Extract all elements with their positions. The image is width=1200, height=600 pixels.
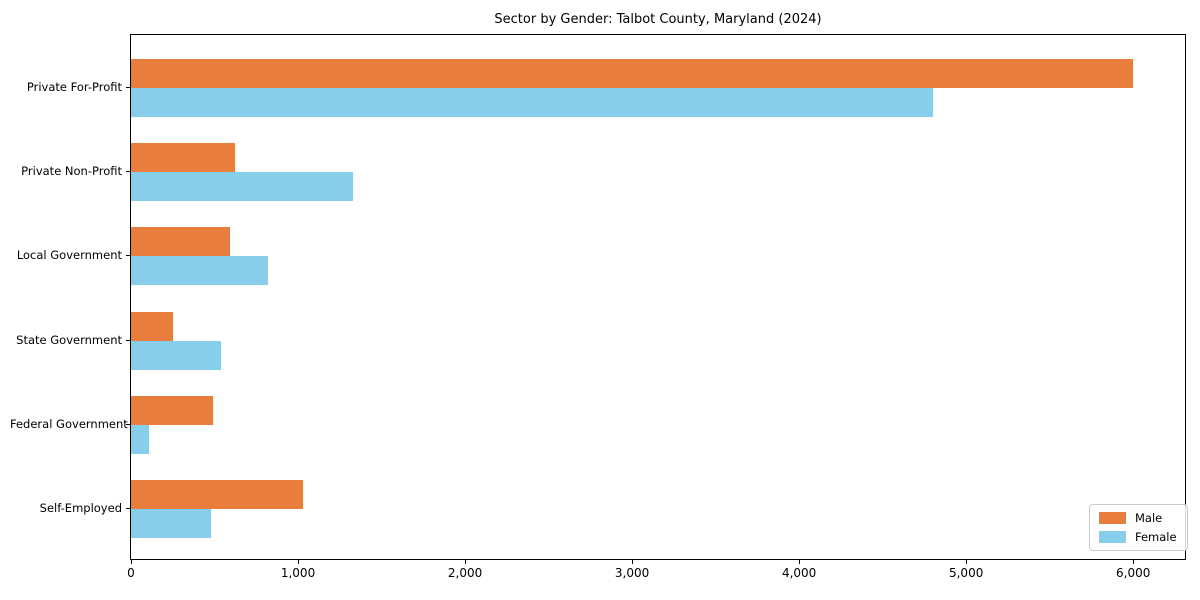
legend-item-female: Female (1099, 530, 1177, 544)
legend-swatch-male-icon (1099, 512, 1126, 524)
x-tick-4000 (799, 560, 801, 564)
y-label-federal-government: Federal Government (10, 416, 128, 431)
bar-male-self-employed (131, 480, 303, 509)
bar-male-federal-government (131, 395, 213, 425)
legend-swatch-female-icon (1099, 531, 1126, 543)
y-label-local-government: Local Government (16, 248, 122, 263)
legend-item-male: Male (1099, 511, 1177, 525)
bar-male-local-government (131, 227, 230, 257)
chart-title: Sector by Gender: Talbot County, Marylan… (494, 12, 822, 27)
x-tick-6000 (1133, 560, 1135, 564)
bar-female-private-non-profit (131, 172, 353, 202)
x-label-6000: 6,000 (1116, 566, 1151, 580)
x-tick-0 (131, 560, 132, 564)
x-label-1000: 1,000 (280, 566, 316, 580)
bar-female-federal-government (131, 424, 149, 454)
x-label-3000: 3,000 (614, 566, 650, 580)
x-tick-1000 (298, 560, 300, 564)
y-tick-private-non-profit (126, 171, 130, 173)
bar-female-local-government (131, 256, 268, 286)
legend-label-female: Female (1135, 530, 1177, 544)
bar-male-private-for-profit (131, 59, 1133, 88)
x-label-2000: 2,000 (447, 566, 483, 580)
x-label-4000: 4,000 (781, 566, 817, 580)
y-label-private-for-profit: Private For-Profit (26, 80, 122, 94)
y-label-private-non-profit: Private Non-Profit (21, 164, 122, 179)
bar-female-private-for-profit (131, 88, 933, 117)
bar-female-self-employed (131, 509, 211, 538)
y-tick-private-for-profit (126, 87, 130, 88)
y-tick-local-government (126, 255, 130, 257)
y-tick-state-government (126, 339, 130, 341)
x-label-0: 0 (127, 566, 135, 580)
plot-area (130, 34, 1186, 560)
bar-male-state-government (131, 311, 173, 341)
x-tick-3000 (632, 560, 634, 564)
legend-label-male: Male (1135, 511, 1163, 525)
x-label-5000: 5,000 (948, 566, 984, 580)
y-tick-self-employed (126, 508, 130, 509)
x-tick-5000 (966, 560, 968, 564)
x-tick-2000 (465, 560, 467, 564)
y-label-self-employed: Self-Employed (39, 501, 122, 515)
bar-male-private-non-profit (131, 143, 235, 173)
y-tick-federal-government (126, 423, 130, 425)
legend: Male Female (1089, 504, 1188, 551)
bar-female-state-government (131, 340, 221, 370)
y-label-state-government: State Government (16, 332, 122, 347)
